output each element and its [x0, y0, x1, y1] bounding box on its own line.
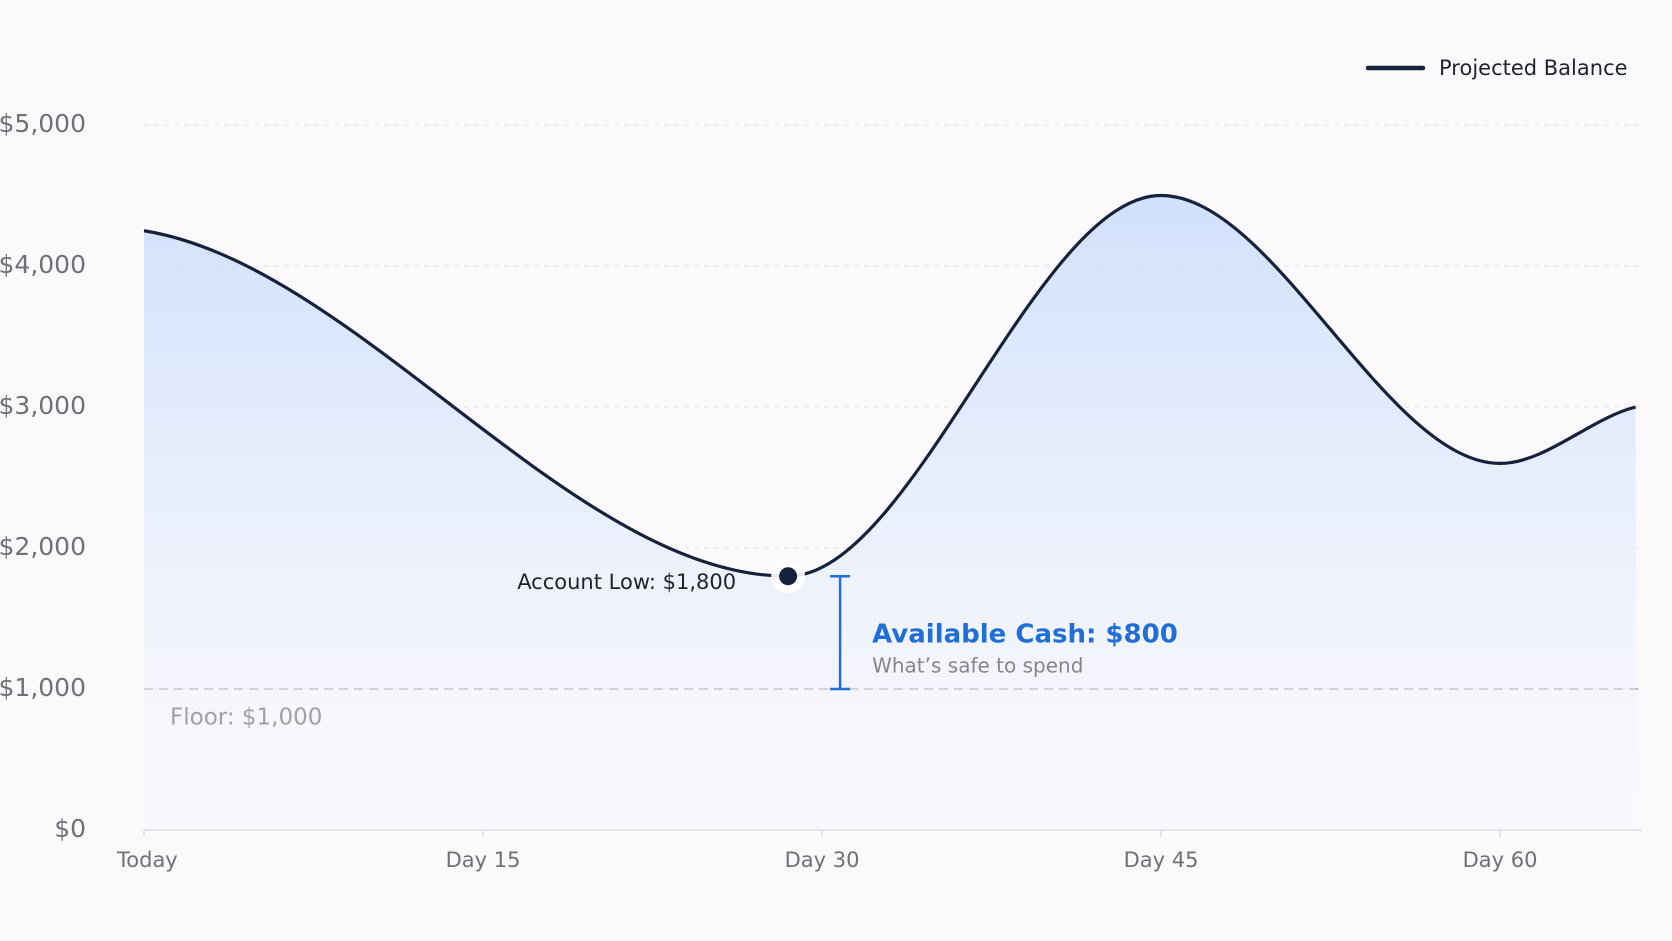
y-tick-label: $2,000	[0, 532, 86, 561]
y-tick-label: $1,000	[0, 673, 86, 702]
x-tick-label: Today	[116, 848, 178, 872]
x-tick-label: Day 45	[1124, 848, 1199, 872]
available-note: What’s safe to spend	[872, 654, 1083, 678]
available-label: Available Cash: $800	[872, 620, 1178, 650]
y-tick-label: $4,000	[0, 250, 86, 279]
line	[143, 193, 1636, 578]
x-tick-label: Day 30	[785, 848, 860, 872]
low-label: Account Low: $1,800	[517, 570, 736, 594]
area	[144, 195, 1636, 830]
legend-label: Projected Balance	[1439, 56, 1628, 80]
x-tick-label: Day 60	[1463, 848, 1538, 872]
y-tick-label: $3,000	[0, 391, 86, 420]
x-tick-label: Day 15	[446, 848, 521, 872]
y-tick-label: $5,000	[0, 109, 86, 138]
low-point	[779, 567, 798, 586]
y-tick-label: $0	[54, 814, 86, 843]
